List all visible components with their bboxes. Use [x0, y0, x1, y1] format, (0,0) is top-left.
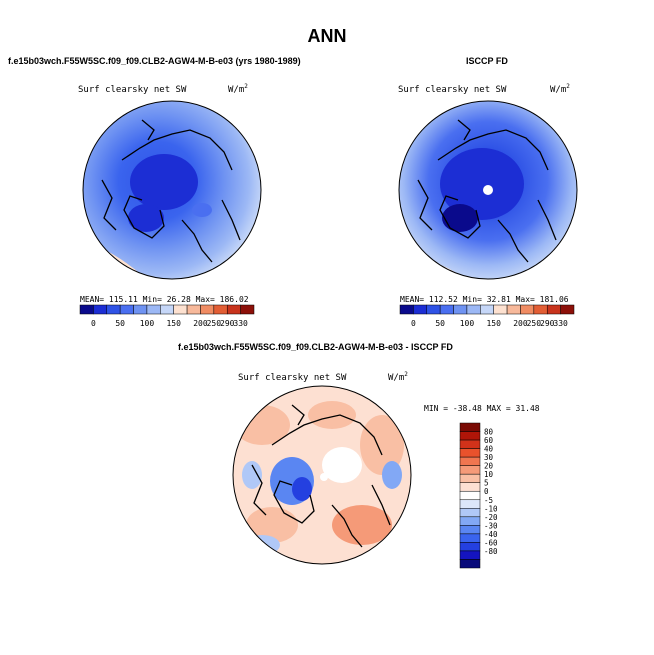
- colorbar-tick-label: 200: [193, 319, 208, 328]
- colorbar-swatch: [413, 304, 428, 315]
- colorbar-tick-label: 100: [460, 319, 475, 328]
- colorbar-swatch: [459, 508, 481, 518]
- colorbar-swatch: [560, 304, 575, 315]
- colorbar-tick-label: 0: [411, 319, 416, 328]
- variable-label-diff: Surf clearsky net SW: [238, 373, 347, 383]
- colorbar-swatch: [186, 304, 201, 315]
- colorbar-tick-label: -20: [484, 513, 498, 522]
- main-title: ANN: [307, 26, 347, 46]
- colorbar-swatch: [399, 304, 414, 315]
- colorbar-tick-label: 290: [220, 319, 235, 328]
- colorbar-swatch: [533, 304, 548, 315]
- colorbar-tick-label: 60: [484, 436, 494, 445]
- colorbar-swatch: [453, 304, 468, 315]
- colorbar-swatch: [240, 304, 255, 315]
- colorbar-swatch: [459, 559, 481, 569]
- stats-model: MEAN= 115.11 Min= 26.28 Max= 186.02: [80, 295, 249, 304]
- colorbar-swatch: [213, 304, 228, 315]
- colorbar-swatch: [200, 304, 215, 315]
- colorbar-tick-label: 40: [484, 445, 494, 454]
- colorbar-swatch: [546, 304, 561, 315]
- units-label-diff: W/m2: [388, 371, 408, 383]
- colorbar-swatch: [459, 448, 481, 458]
- colorbar-swatch: [459, 456, 481, 466]
- colorbar-swatch: [459, 499, 481, 509]
- colorbar-swatch: [459, 439, 481, 449]
- colorbar-swatch: [119, 304, 134, 315]
- colorbar-swatch: [459, 482, 481, 492]
- colorbar-tick-label: 290: [540, 319, 555, 328]
- colorbar-tick-label: 330: [553, 319, 568, 328]
- polar-map-diff: [232, 385, 412, 565]
- polar-map-model: [82, 100, 262, 280]
- colorbar-swatch: [146, 304, 161, 315]
- colorbar-swatch: [426, 304, 441, 315]
- colorbar-swatch: [493, 304, 508, 315]
- colorbar-swatch: [459, 422, 481, 432]
- colorbar-swatch: [520, 304, 535, 315]
- units-label-model: W/m2: [228, 83, 248, 95]
- colorbar-tick-label: 5: [484, 479, 489, 488]
- panel-title-diff: f.e15b03wch.F55W5SC.f09_f09.CLB2-AGW4-M-…: [178, 342, 453, 352]
- colorbar-tick-label: 50: [435, 319, 445, 328]
- colorbar-swatch: [480, 304, 494, 315]
- colorbar-tick-label: 80: [484, 428, 494, 437]
- colorbar-swatch: [459, 431, 481, 441]
- colorbar-swatch: [93, 304, 108, 315]
- colorbar-swatch: [459, 525, 481, 535]
- colorbar-swatch: [133, 304, 148, 315]
- colorbar-tick-label: -5: [484, 496, 493, 505]
- colorbar-swatch: [160, 304, 174, 315]
- colorbar-swatch: [459, 533, 481, 543]
- polar-map-obs: [398, 100, 578, 280]
- colorbar-swatch: [459, 542, 481, 552]
- colorbar-swatch: [226, 304, 241, 315]
- colorbar-tick-label: 250: [527, 319, 542, 328]
- stats-obs: MEAN= 112.52 Min= 32.81 Max= 181.06: [400, 295, 569, 304]
- colorbar-tick-label: 50: [115, 319, 125, 328]
- colorbar-tick-label: -10: [484, 504, 498, 513]
- colorbar-tick-label: 150: [166, 319, 181, 328]
- panel-title-obs: ISCCP FD: [466, 56, 508, 66]
- colorbar-swatch: [459, 516, 481, 526]
- colorbar-tick-label: 0: [484, 487, 489, 496]
- colorbar-tick-label: 20: [484, 462, 494, 471]
- colorbar-swatch: [79, 304, 94, 315]
- colorbar-swatch: [459, 550, 481, 560]
- colorbar-tick-label: -30: [484, 521, 498, 530]
- colorbar-tick-label: 250: [207, 319, 222, 328]
- colorbar-tick-label: 10: [484, 470, 494, 479]
- colorbar-swatch: [173, 304, 188, 315]
- colorbar-swatch: [106, 304, 121, 315]
- colorbar-tick-label: 30: [484, 453, 494, 462]
- colorbar-tick-label: 200: [513, 319, 528, 328]
- stats-diff: MIN = -38.48 MAX = 31.48: [424, 404, 540, 413]
- panel-title-model: f.e15b03wch.F55W5SC.f09_f09.CLB2-AGW4-M-…: [8, 56, 301, 66]
- colorbar-swatch: [506, 304, 521, 315]
- variable-label-obs: Surf clearsky net SW: [398, 85, 507, 95]
- colorbar-swatch: [459, 465, 481, 475]
- colorbar-swatch: [459, 473, 481, 483]
- colorbar-tick-label: 0: [91, 319, 96, 328]
- colorbar-tick-label: 100: [140, 319, 155, 328]
- colorbar-tick-label: -80: [484, 547, 498, 556]
- units-label-obs: W/m2: [550, 83, 570, 95]
- colorbar-tick-label: -40: [484, 530, 498, 539]
- colorbar-swatch: [459, 490, 481, 501]
- colorbar-tick-label: 330: [233, 319, 248, 328]
- colorbar-tick-label: -60: [484, 538, 498, 547]
- colorbar-tick-label: 150: [486, 319, 501, 328]
- colorbar-swatch: [439, 304, 454, 315]
- variable-label-model: Surf clearsky net SW: [78, 85, 187, 95]
- colorbar-swatch: [466, 304, 481, 315]
